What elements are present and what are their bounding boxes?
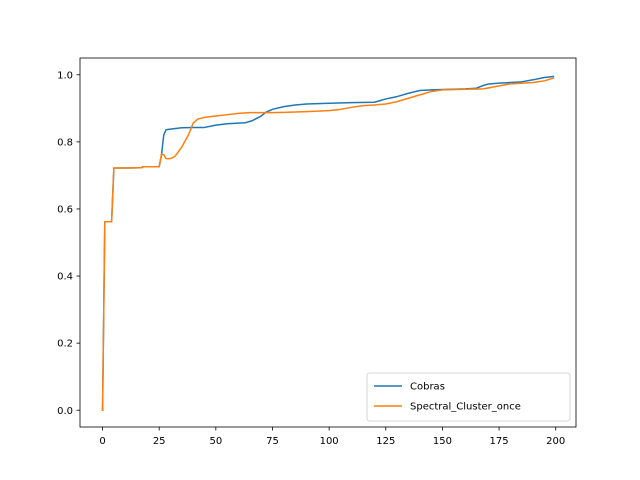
x-tick-label: 150 (433, 436, 452, 447)
x-tick-label: 100 (320, 436, 339, 447)
legend-label-1: Cobras (410, 382, 445, 393)
x-tick-label: 50 (209, 436, 222, 447)
legend-label-2: Spectral_Cluster_once (410, 402, 521, 413)
plot-area (80, 58, 576, 427)
y-tick-label: 0.2 (57, 339, 73, 350)
series-line-2 (101, 77, 555, 411)
x-tick-label: 25 (153, 436, 166, 447)
y-axis: 0.0 0.2 0.4 0.6 0.8 1.0 (57, 70, 80, 417)
x-tick-label: 125 (376, 436, 395, 447)
y-tick-label: 0.0 (57, 406, 73, 417)
series-layer (101, 75, 555, 411)
y-tick-label: 0.4 (57, 272, 73, 283)
legend-box (366, 372, 571, 422)
legend: Cobras Spectral_Cluster_once (366, 372, 571, 422)
x-tick-label: 175 (490, 436, 509, 447)
y-tick-label: 0.8 (57, 137, 73, 148)
y-tick-label: 0.6 (57, 205, 73, 216)
x-axis: 0 25 50 75 100 125 150 175 200 (99, 427, 565, 447)
x-tick-label: 0 (99, 436, 105, 447)
y-tick-label: 1.0 (57, 70, 73, 81)
x-tick-label: 200 (546, 436, 565, 447)
x-tick-label: 75 (266, 436, 279, 447)
plot-frame (79, 57, 577, 428)
